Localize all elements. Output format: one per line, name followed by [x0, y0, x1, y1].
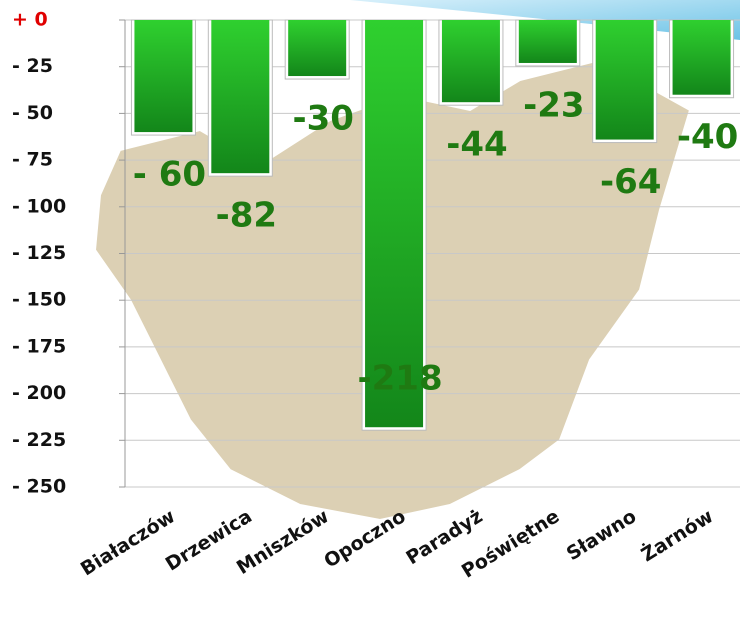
y-tick-label: - 25 — [12, 55, 53, 77]
value-label: -82 — [216, 196, 277, 236]
bar — [595, 20, 654, 140]
value-label: -40 — [677, 117, 738, 157]
value-label: -23 — [523, 85, 584, 125]
bar — [441, 20, 500, 103]
value-label: -44 — [446, 125, 507, 165]
bar — [134, 20, 193, 133]
x-tick-label: Sławno — [563, 505, 641, 565]
value-label: -64 — [600, 162, 661, 202]
y-tick-label: + 0 — [12, 9, 48, 31]
bar — [365, 20, 424, 428]
bar — [288, 20, 347, 77]
y-tick-label: - 50 — [12, 102, 53, 124]
y-tick-label: - 100 — [12, 195, 66, 217]
y-tick-label: - 150 — [12, 289, 66, 311]
y-tick-label: - 125 — [12, 242, 66, 264]
bar — [518, 20, 577, 63]
y-tick-label: - 175 — [12, 335, 66, 357]
y-tick-label: - 250 — [12, 476, 66, 498]
bar — [672, 20, 731, 95]
y-tick-label: - 75 — [12, 149, 53, 171]
value-label: -30 — [292, 99, 353, 139]
bar — [211, 20, 270, 174]
sky-decoration — [350, 0, 740, 40]
y-tick-label: - 200 — [12, 382, 66, 404]
value-label: -218 — [358, 359, 443, 399]
x-tick-label: Żarnów — [636, 504, 717, 567]
y-tick-label: - 225 — [12, 429, 66, 451]
x-tick-label: Białaczów — [77, 505, 179, 580]
value-label: - 60 — [133, 155, 206, 195]
